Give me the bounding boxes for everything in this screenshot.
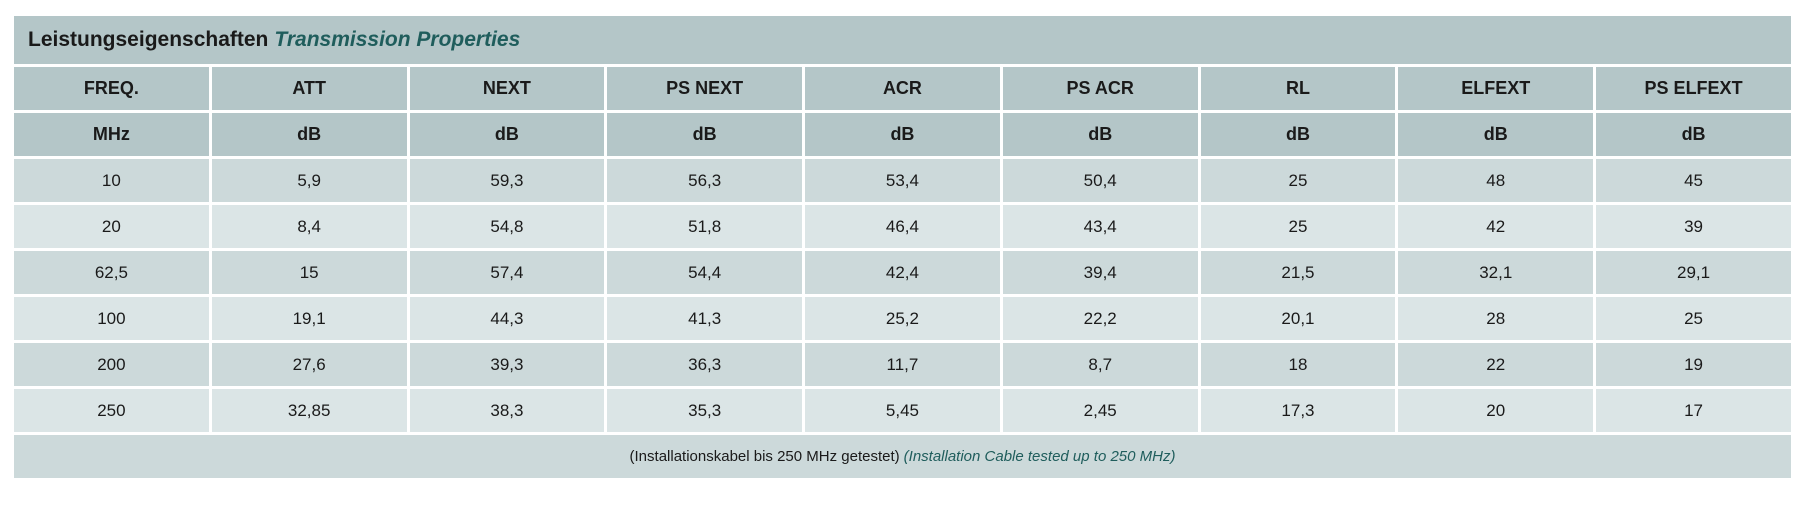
data-cell: 11,7 — [805, 343, 1000, 386]
data-cell: 42 — [1398, 205, 1594, 248]
data-cell: 27,6 — [211, 343, 407, 386]
data-cell: 41,3 — [607, 297, 803, 340]
unit-cell: dB — [805, 113, 1000, 156]
data-cell: 5,45 — [805, 389, 1000, 432]
footer-de: (Installationskabel bis 250 MHz getestet… — [629, 448, 900, 465]
data-cell: 20 — [1398, 389, 1594, 432]
header-cell: PS ELFEXT — [1596, 67, 1791, 110]
data-cell: 48 — [1398, 159, 1594, 202]
data-cell: 18 — [1200, 343, 1396, 386]
data-cell: 20 — [14, 205, 209, 248]
data-cell: 39,4 — [1002, 251, 1198, 294]
footer-cell: (Installationskabel bis 250 MHz getestet… — [14, 435, 1791, 478]
footer-row: (Installationskabel bis 250 MHz getestet… — [14, 435, 1791, 478]
data-cell: 8,4 — [211, 205, 407, 248]
data-cell: 25 — [1200, 205, 1396, 248]
data-cell: 22,2 — [1002, 297, 1198, 340]
data-cell: 28 — [1398, 297, 1594, 340]
header-cell: ACR — [805, 67, 1000, 110]
data-row: 200 27,6 39,3 36,3 11,7 8,7 18 22 19 — [14, 343, 1791, 386]
data-cell: 29,1 — [1596, 251, 1791, 294]
title-en: Transmission Properties — [274, 28, 521, 51]
header-cell: FREQ. — [14, 67, 209, 110]
data-cell: 35,3 — [607, 389, 803, 432]
unit-cell: dB — [1596, 113, 1791, 156]
unit-cell: dB — [211, 113, 407, 156]
data-cell: 51,8 — [607, 205, 803, 248]
data-cell: 250 — [14, 389, 209, 432]
data-cell: 59,3 — [409, 159, 605, 202]
data-cell: 25 — [1596, 297, 1791, 340]
data-cell: 53,4 — [805, 159, 1000, 202]
title-de: Leistungseigenschaften — [28, 28, 269, 51]
data-cell: 17,3 — [1200, 389, 1396, 432]
unit-cell: dB — [1002, 113, 1198, 156]
unit-cell: dB — [607, 113, 803, 156]
data-cell: 38,3 — [409, 389, 605, 432]
data-cell: 42,4 — [805, 251, 1000, 294]
data-cell: 10 — [14, 159, 209, 202]
data-row: 62,5 15 57,4 54,4 42,4 39,4 21,5 32,1 29,1 — [14, 251, 1791, 294]
data-cell: 46,4 — [805, 205, 1000, 248]
data-cell: 39 — [1596, 205, 1791, 248]
data-row: 100 19,1 44,3 41,3 25,2 22,2 20,1 28 25 — [14, 297, 1791, 340]
data-cell: 57,4 — [409, 251, 605, 294]
header-cell: ELFEXT — [1398, 67, 1594, 110]
data-cell: 43,4 — [1002, 205, 1198, 248]
data-cell: 32,85 — [211, 389, 407, 432]
unit-cell: dB — [409, 113, 605, 156]
footer-en: (Installation Cable tested up to 250 MHz… — [903, 448, 1176, 465]
data-cell: 22 — [1398, 343, 1594, 386]
header-cell: ATT — [211, 67, 407, 110]
data-cell: 8,7 — [1002, 343, 1198, 386]
data-row: 20 8,4 54,8 51,8 46,4 43,4 25 42 39 — [14, 205, 1791, 248]
header-row: FREQ. ATT NEXT PS NEXT ACR PS ACR RL ELFEXT PS E… — [14, 67, 1791, 110]
data-cell: 21,5 — [1200, 251, 1396, 294]
data-cell: 45 — [1596, 159, 1791, 202]
data-cell: 54,8 — [409, 205, 605, 248]
data-row: 250 32,85 38,3 35,3 5,45 2,45 17,3 20 17 — [14, 389, 1791, 432]
header-cell: NEXT — [409, 67, 605, 110]
data-cell: 54,4 — [607, 251, 803, 294]
table-body: FREQ. ATT NEXT PS NEXT ACR PS ACR RL ELFEXT PS E… — [14, 67, 1791, 478]
spec-table-panel: Leistungseigenschaften Transmission Prope… — [14, 16, 1791, 481]
unit-cell: dB — [1200, 113, 1396, 156]
unit-row: MHz dB dB dB dB dB dB dB dB — [14, 113, 1791, 156]
data-cell: 5,9 — [211, 159, 407, 202]
title-bar: Leistungseigenschaften Transmission Prope… — [14, 16, 1791, 64]
data-cell: 15 — [211, 251, 407, 294]
data-cell: 19,1 — [211, 297, 407, 340]
data-cell: 100 — [14, 297, 209, 340]
data-cell: 44,3 — [409, 297, 605, 340]
data-cell: 2,45 — [1002, 389, 1198, 432]
header-cell: PS ACR — [1002, 67, 1198, 110]
data-cell: 50,4 — [1002, 159, 1198, 202]
unit-cell: MHz — [14, 113, 209, 156]
data-cell: 17 — [1596, 389, 1791, 432]
data-cell: 25,2 — [805, 297, 1000, 340]
data-cell: 36,3 — [607, 343, 803, 386]
data-cell: 200 — [14, 343, 209, 386]
header-cell: PS NEXT — [607, 67, 803, 110]
header-cell: RL — [1200, 67, 1396, 110]
data-cell: 20,1 — [1200, 297, 1396, 340]
unit-cell: dB — [1398, 113, 1594, 156]
data-cell: 19 — [1596, 343, 1791, 386]
properties-table: FREQ. ATT NEXT PS NEXT ACR PS ACR RL ELFEXT PS E… — [11, 64, 1794, 481]
data-row: 10 5,9 59,3 56,3 53,4 50,4 25 48 45 — [14, 159, 1791, 202]
data-cell: 56,3 — [607, 159, 803, 202]
data-cell: 32,1 — [1398, 251, 1594, 294]
data-cell: 62,5 — [14, 251, 209, 294]
data-cell: 39,3 — [409, 343, 605, 386]
data-cell: 25 — [1200, 159, 1396, 202]
